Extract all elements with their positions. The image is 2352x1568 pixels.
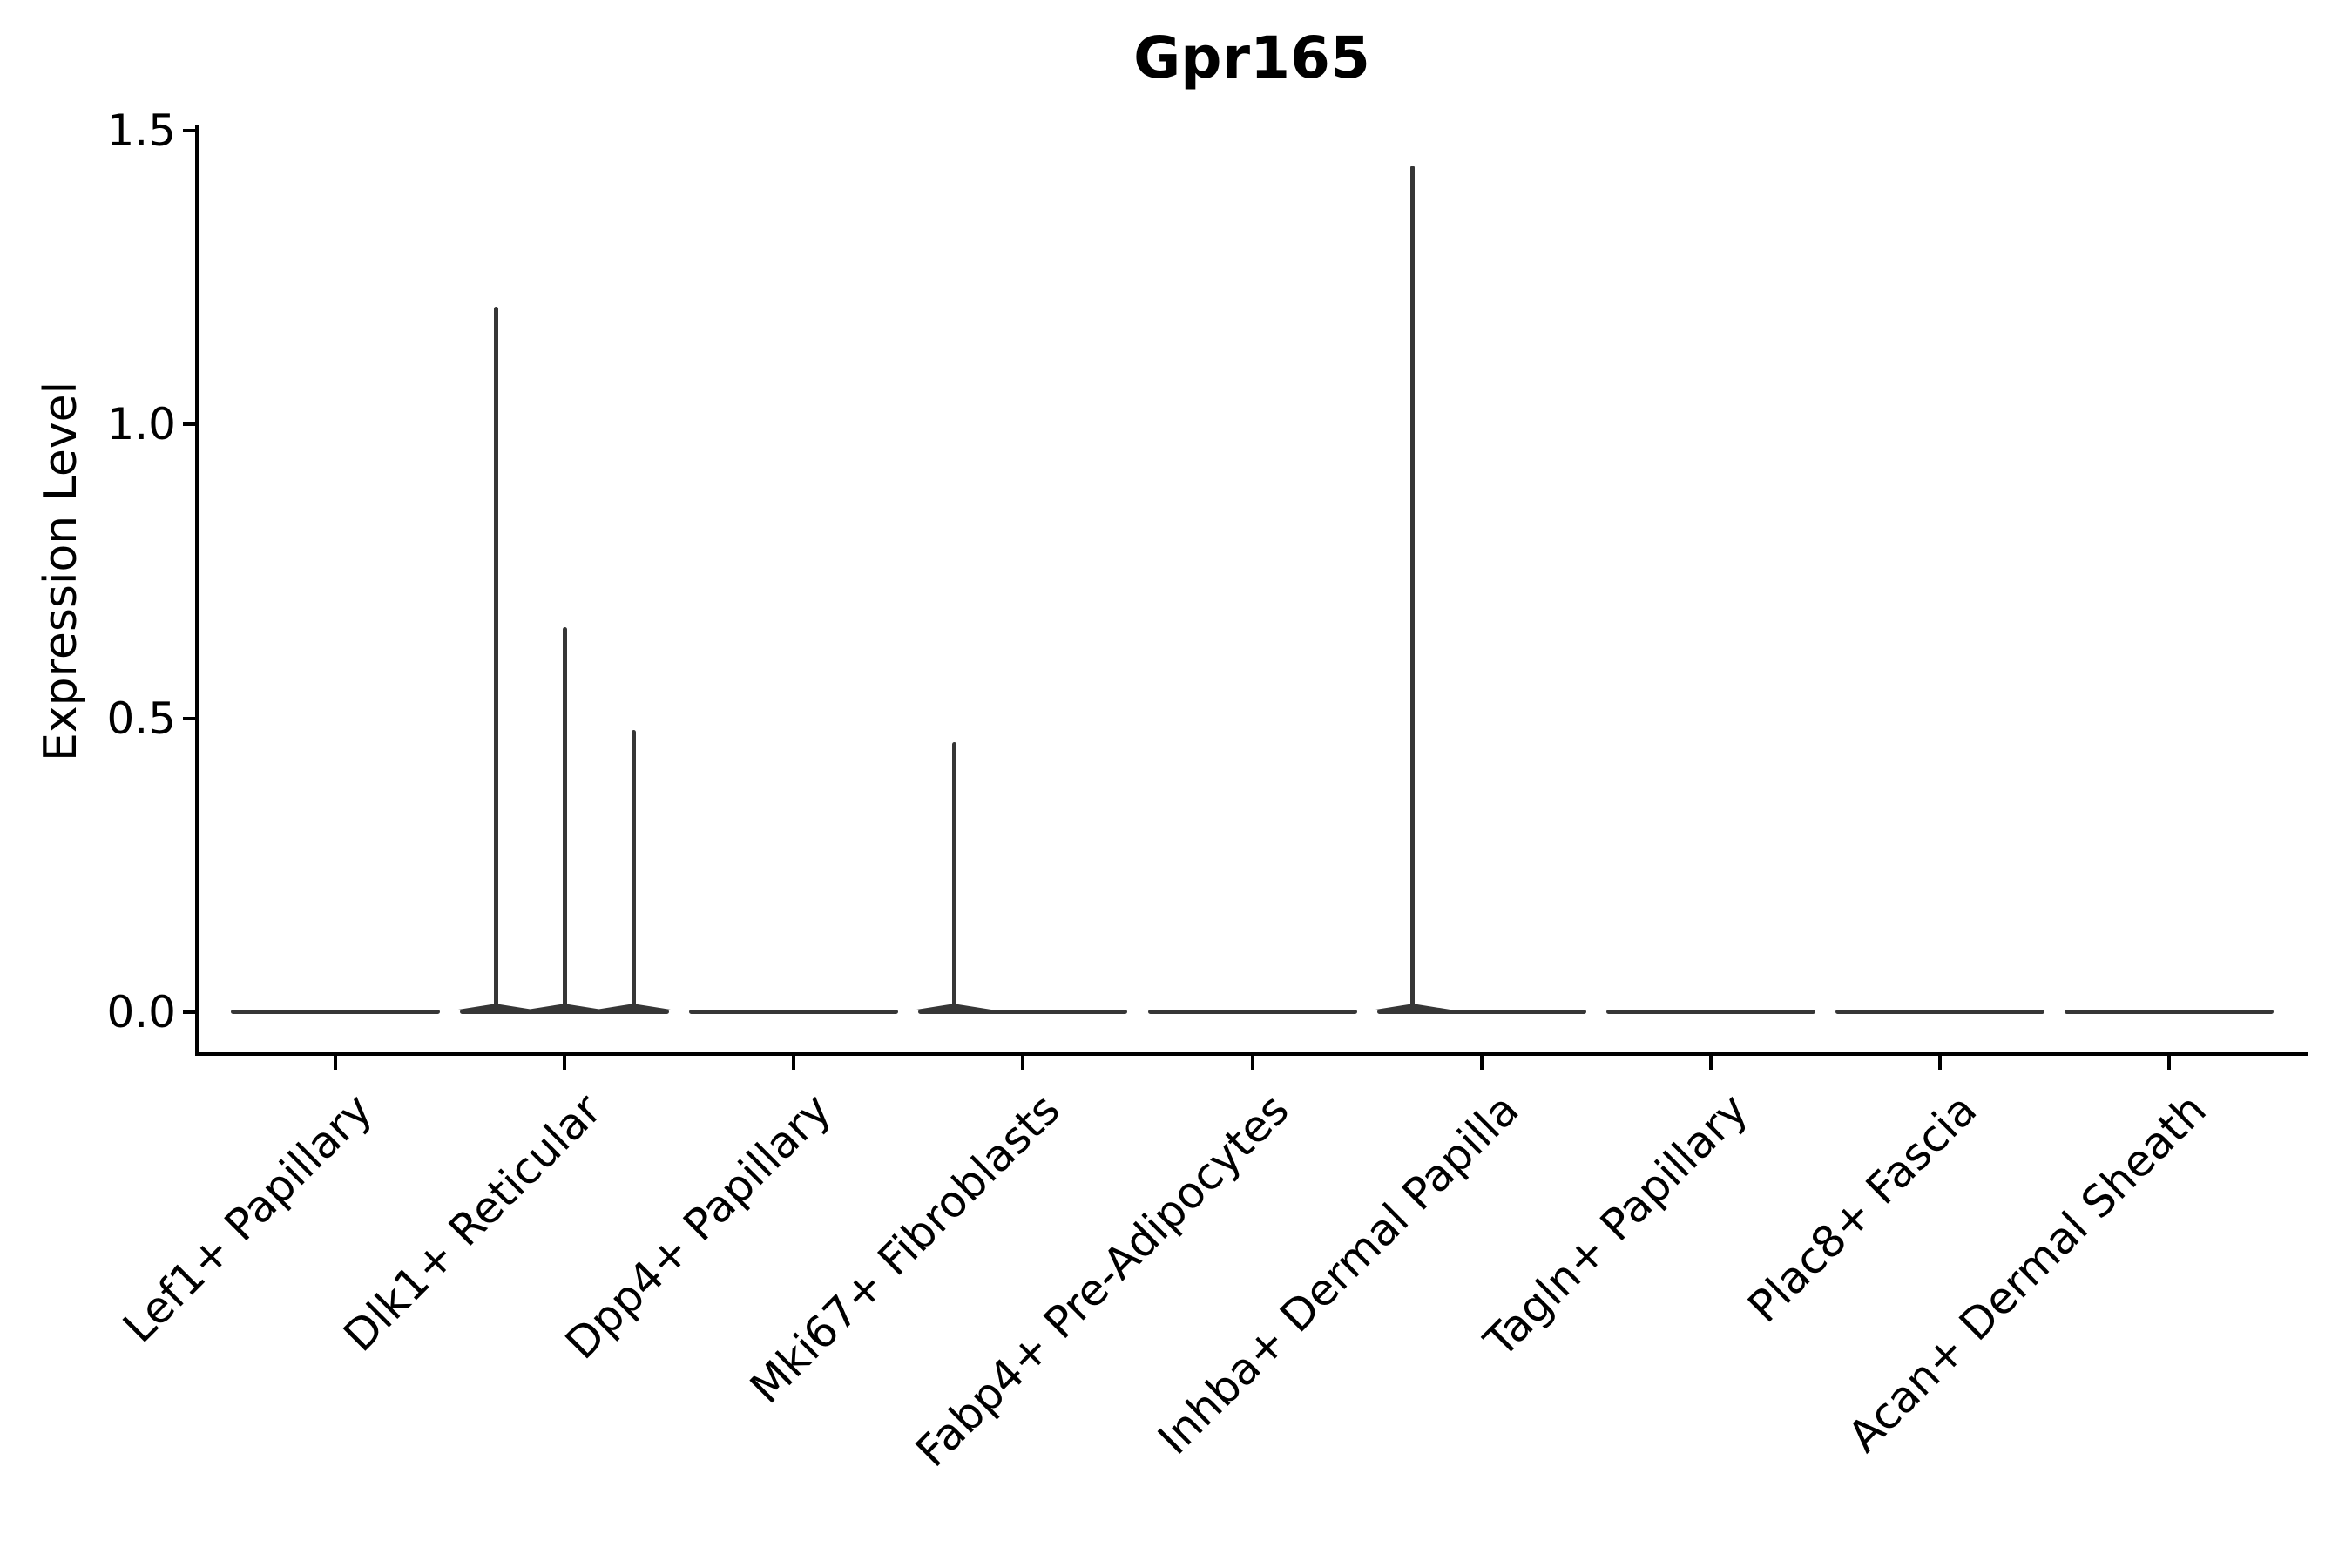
violin-baseline [689, 1010, 899, 1014]
violin-baseline [2065, 1010, 2274, 1014]
x-tick-label: Fabp4+ Pre-Adipocytes [906, 1084, 1300, 1477]
x-tick [792, 1056, 796, 1070]
violin-baseline [1376, 1010, 1586, 1014]
violin-baseline [918, 1010, 1128, 1014]
x-tick [1021, 1056, 1025, 1070]
violin-spike [493, 307, 498, 1014]
x-tick [1479, 1056, 1484, 1070]
y-tick [183, 422, 195, 426]
y-tick-label: 0.0 [106, 987, 176, 1037]
violin-spike-bulge [596, 1004, 672, 1010]
violin-spike-bulge [916, 1004, 992, 1010]
violin-spike-bulge [1375, 1004, 1450, 1010]
violin-spike [1410, 166, 1416, 1014]
x-tick [1937, 1056, 1942, 1070]
y-axis-label: Expression Level [35, 381, 87, 762]
violin-baseline [1835, 1010, 2044, 1014]
violin-baseline [1605, 1010, 1815, 1014]
x-axis-spine [195, 1052, 2308, 1056]
violin-spike-bulge [458, 1004, 534, 1010]
x-tick [1250, 1056, 1254, 1070]
y-tick [183, 716, 195, 720]
x-tick-label: Lef1+ Papillary [113, 1084, 382, 1353]
y-tick-label: 1.0 [106, 399, 176, 449]
x-tick [1708, 1056, 1713, 1070]
y-tick-label: 0.5 [106, 693, 176, 744]
x-tick-label: Plac8+ Fascia [1738, 1084, 1987, 1333]
violin-spike [951, 741, 956, 1014]
y-tick [183, 1010, 195, 1014]
x-tick [334, 1056, 337, 1070]
violin-spike [631, 730, 636, 1014]
violin-spike-bulge [527, 1004, 603, 1010]
violin-spike [562, 626, 567, 1014]
violin-baseline [1147, 1010, 1357, 1014]
x-tick [563, 1056, 567, 1070]
x-tick [2167, 1056, 2171, 1070]
chart-title: Gpr165 [1133, 24, 1370, 91]
y-tick [183, 128, 195, 132]
y-axis-spine [195, 125, 199, 1056]
y-tick-label: 1.5 [106, 105, 176, 156]
violin-baseline [231, 1010, 440, 1014]
